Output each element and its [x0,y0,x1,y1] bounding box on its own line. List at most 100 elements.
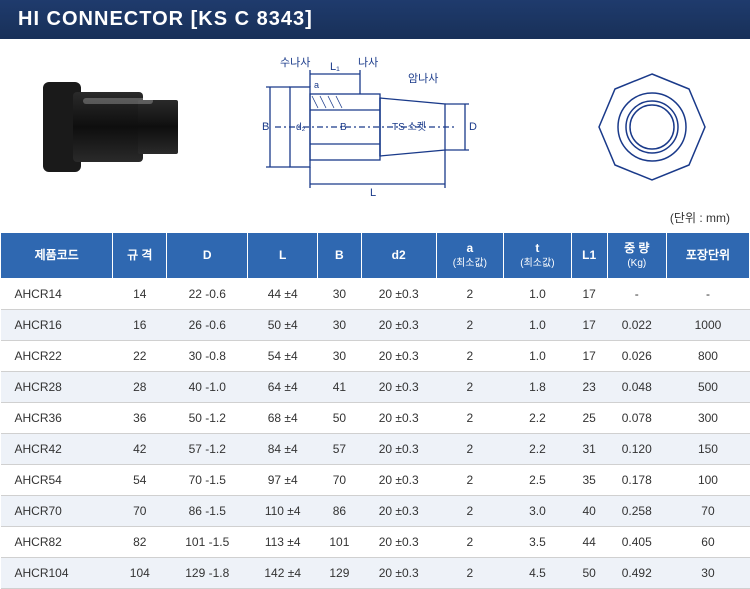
cell-wt: 0.078 [607,402,666,433]
cell-d2: 20 ±0.3 [361,526,436,557]
cell-a: 2 [436,495,504,526]
cell-L: 110 ±4 [248,495,318,526]
cell-d2: 20 ±0.3 [361,402,436,433]
cell-L1: 17 [571,340,607,371]
cell-spec: 22 [113,340,167,371]
cell-D: 129 -1.8 [167,557,248,588]
cell-d2: 20 ±0.3 [361,371,436,402]
col-B: B [318,233,362,279]
cell-code: AHCR14 [1,278,113,309]
cell-pkg: 1000 [666,309,749,340]
label-socket: TS 소켓 [392,121,426,133]
cell-L1: 23 [571,371,607,402]
cell-wt: 0.026 [607,340,666,371]
cell-spec: 16 [113,309,167,340]
unit-label: (단위 : mm) [0,209,750,232]
cell-code: AHCR104 [1,557,113,588]
cell-L: 97 ±4 [248,464,318,495]
cell-L1: 17 [571,278,607,309]
col-code: 제품코드 [1,233,113,279]
cell-L1: 40 [571,495,607,526]
cell-wt: - [607,278,666,309]
cell-B: 129 [318,557,362,588]
cell-L1: 31 [571,433,607,464]
table-header-row: 제품코드규 격DLBd2a(최소값)t(최소값)L1중 량(Kg)포장단위 [1,233,750,279]
cell-B: 30 [318,340,362,371]
product-photo [33,62,193,192]
cell-t: 1.0 [504,278,572,309]
table-row: AHCR8282101 -1.5113 ±410120 ±0.323.5440.… [1,526,750,557]
cell-d2: 20 ±0.3 [361,340,436,371]
col-a: a(최소값) [436,233,504,279]
cell-spec: 14 [113,278,167,309]
col-d2: d2 [361,233,436,279]
cell-D: 50 -1.2 [167,402,248,433]
page-title: HI CONNECTOR [KS C 8343] [18,8,313,30]
cell-d2: 20 ±0.3 [361,309,436,340]
col-wt: 중 량(Kg) [607,233,666,279]
label-thread: 나사 [358,56,378,69]
cell-code: AHCR82 [1,526,113,557]
dim-a: a [314,80,319,90]
col-D: D [167,233,248,279]
cell-spec: 70 [113,495,167,526]
cell-pkg: - [666,278,749,309]
cell-B: 30 [318,278,362,309]
cell-L1: 35 [571,464,607,495]
cell-a: 2 [436,278,504,309]
table-row: AHCR282840 -1.064 ±44120 ±0.321.8230.048… [1,371,750,402]
cell-wt: 0.048 [607,371,666,402]
page-title-bar: HI CONNECTOR [KS C 8343] [0,0,750,39]
cell-L: 44 ±4 [248,278,318,309]
cell-t: 1.8 [504,371,572,402]
dim-B: B [262,121,269,133]
cell-t: 4.5 [504,557,572,588]
cell-t: 2.5 [504,464,572,495]
cell-B: 86 [318,495,362,526]
cell-code: AHCR70 [1,495,113,526]
dim-B2: B [340,122,347,133]
table-row: AHCR707086 -1.5110 ±48620 ±0.323.0400.25… [1,495,750,526]
cell-B: 41 [318,371,362,402]
cell-t: 3.5 [504,526,572,557]
cell-code: AHCR36 [1,402,113,433]
cell-wt: 0.492 [607,557,666,588]
cell-t: 1.0 [504,340,572,371]
cell-wt: 0.258 [607,495,666,526]
cell-spec: 36 [113,402,167,433]
cell-a: 2 [436,371,504,402]
cell-code: AHCR16 [1,309,113,340]
dim-L: L [370,187,376,199]
cell-B: 70 [318,464,362,495]
col-spec: 규 격 [113,233,167,279]
label-male-thread: 수나사 [280,56,310,69]
dim-L1: L₁ [330,61,340,73]
cell-wt: 0.178 [607,464,666,495]
table-body: AHCR141422 -0.644 ±43020 ±0.321.017--AHC… [1,278,750,588]
cell-D: 22 -0.6 [167,278,248,309]
cell-pkg: 70 [666,495,749,526]
table-row: AHCR161626 -0.650 ±43020 ±0.321.0170.022… [1,309,750,340]
cell-L: 64 ±4 [248,371,318,402]
cell-d2: 20 ±0.3 [361,464,436,495]
cell-wt: 0.022 [607,309,666,340]
cell-a: 2 [436,464,504,495]
cell-t: 1.0 [504,309,572,340]
diagram-row: 수나사 나사 암나사 TS 소켓 B d₂ B D L L₁ a [0,39,750,209]
cell-t: 2.2 [504,433,572,464]
cell-pkg: 60 [666,526,749,557]
cell-B: 30 [318,309,362,340]
end-view-diagram [587,62,717,192]
cell-t: 2.2 [504,402,572,433]
cell-B: 57 [318,433,362,464]
cell-L1: 25 [571,402,607,433]
cell-D: 30 -0.8 [167,340,248,371]
cell-code: AHCR28 [1,371,113,402]
cell-D: 40 -1.0 [167,371,248,402]
cell-wt: 0.120 [607,433,666,464]
section-diagram: 수나사 나사 암나사 TS 소켓 B d₂ B D L L₁ a [240,52,540,202]
col-L1: L1 [571,233,607,279]
col-t: t(최소값) [504,233,572,279]
cell-D: 57 -1.2 [167,433,248,464]
cell-a: 2 [436,309,504,340]
